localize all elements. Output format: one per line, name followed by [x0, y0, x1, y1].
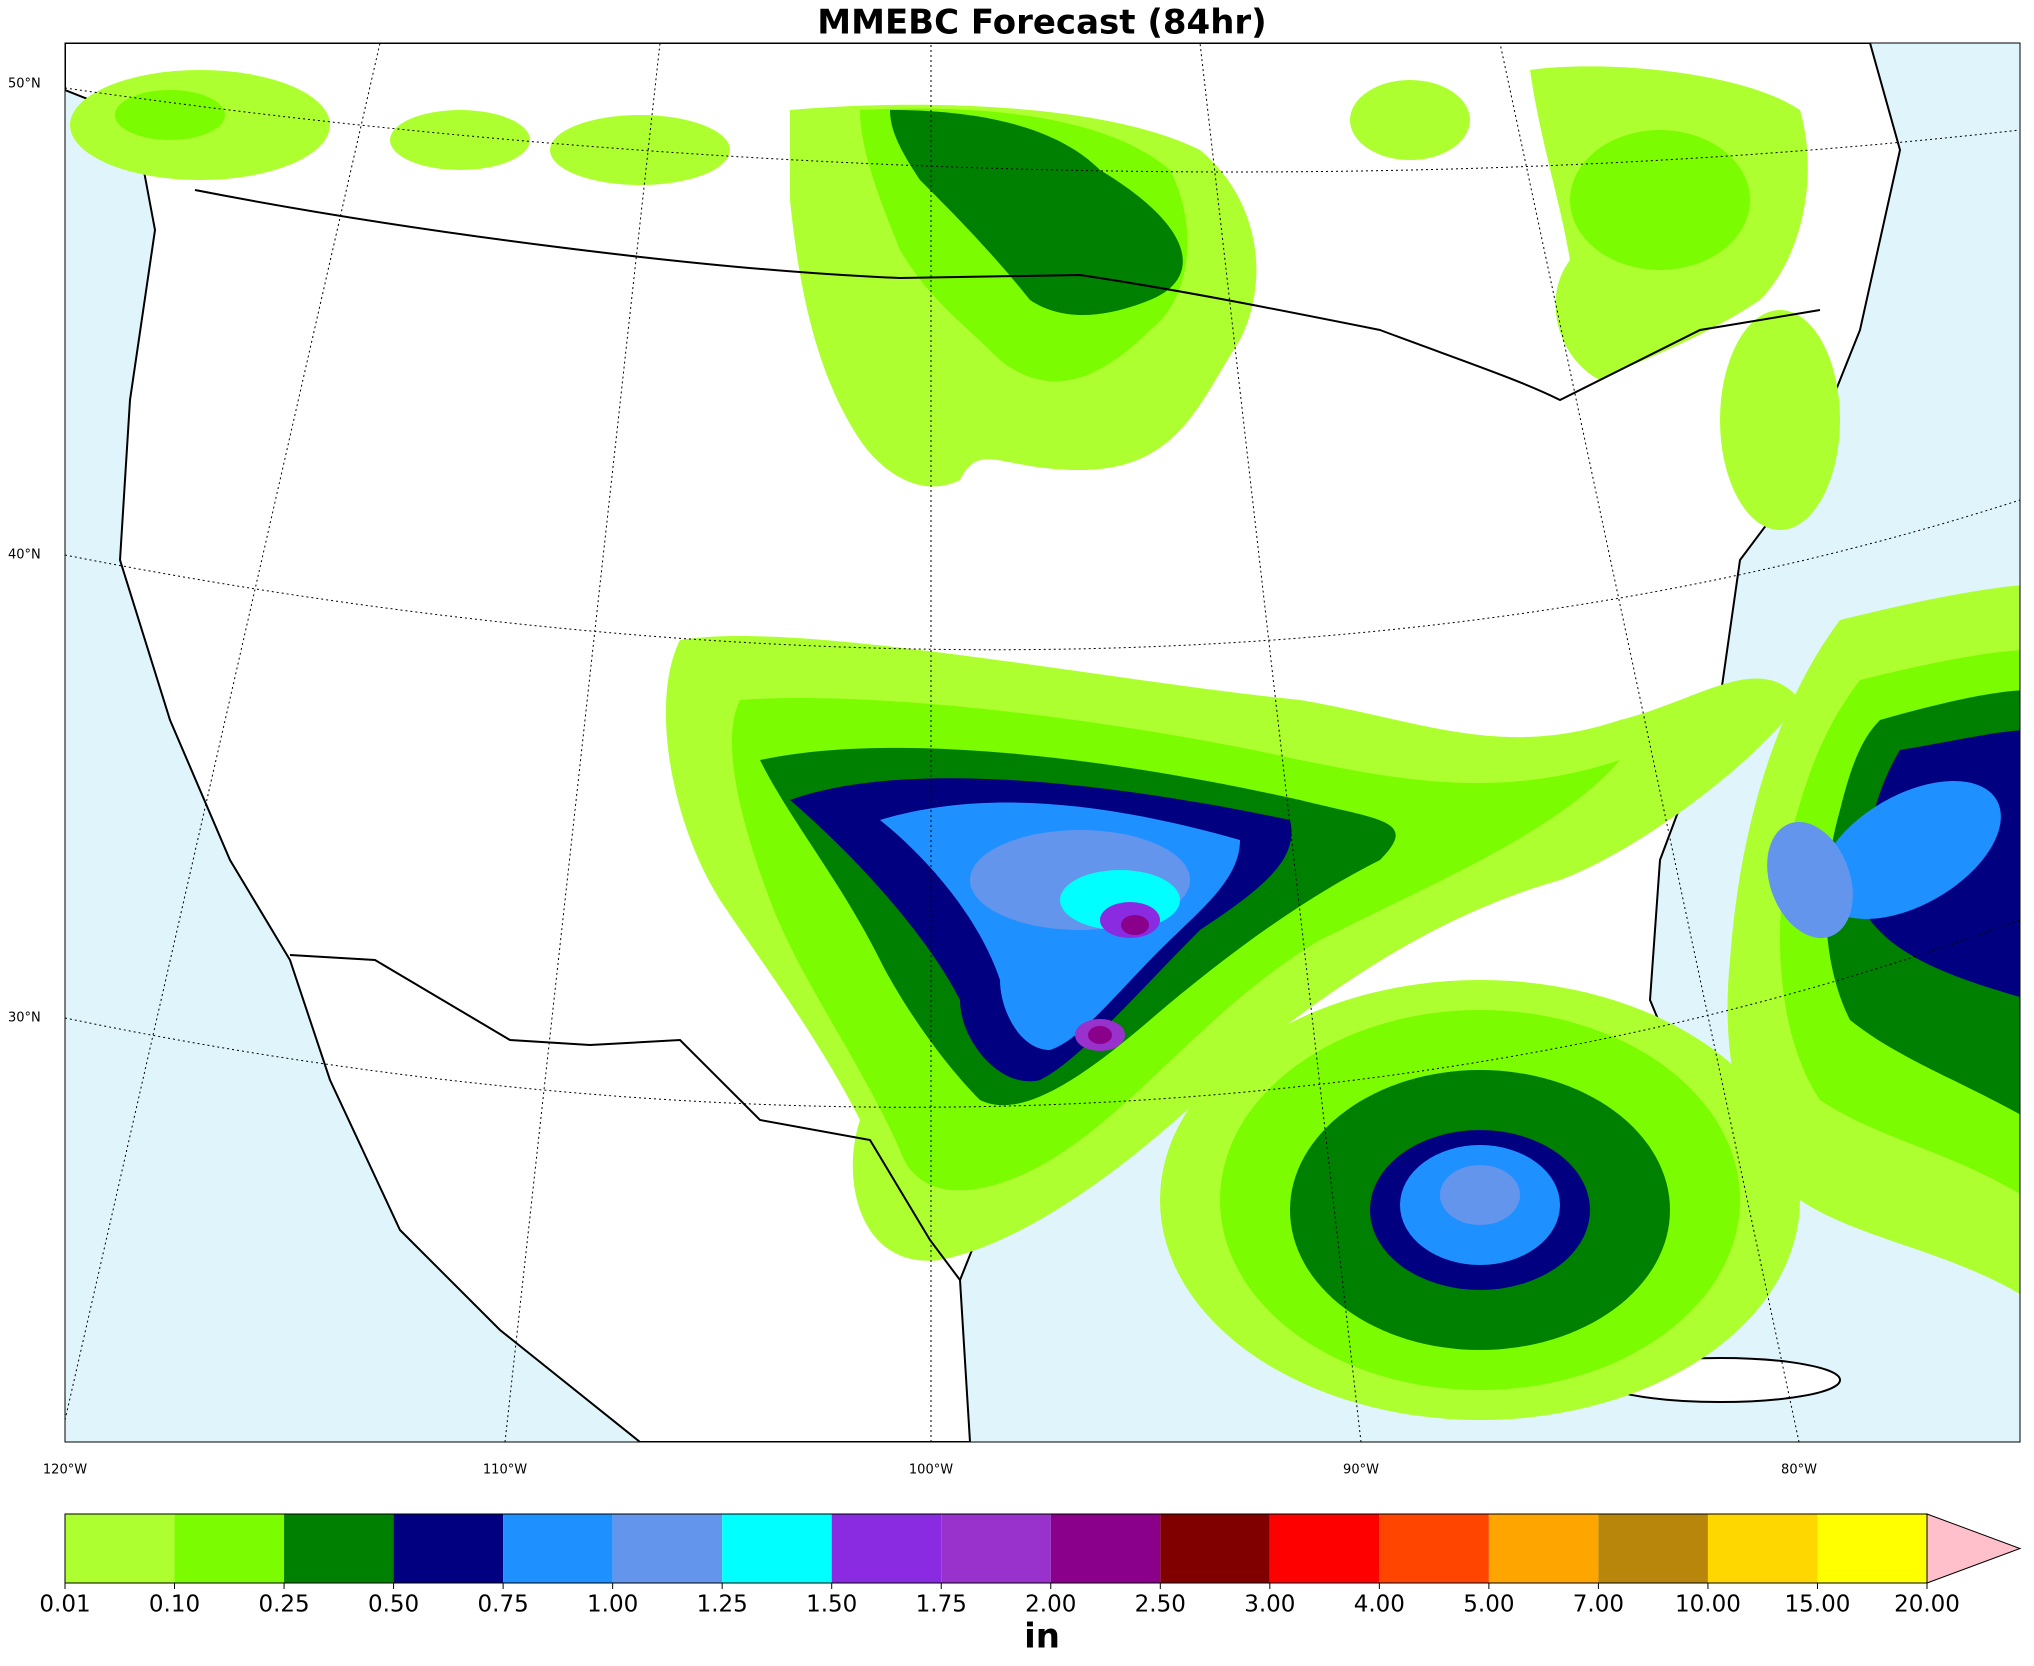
- precip-area: [1720, 310, 1840, 530]
- colorbar-tick-label: 0.10: [149, 1592, 200, 1618]
- colorbar-tick-label: 0.75: [478, 1592, 529, 1618]
- colorbar-tick-label: 3.00: [1244, 1592, 1295, 1618]
- lon-label: 110°W: [483, 1463, 527, 1478]
- lat-label: 30°N: [8, 1011, 41, 1026]
- colorbar-cell: [1488, 1514, 1599, 1583]
- map-title: MMEBC Forecast (84hr): [817, 3, 1266, 43]
- colorbar-cell: [1160, 1514, 1270, 1583]
- colorbar-cell: [941, 1514, 1051, 1583]
- precip-area: [1121, 915, 1149, 935]
- colorbar-tick-label: 1.50: [806, 1592, 857, 1618]
- colorbar: 0.01 0.10 0.25 0.50 0.75 1.00 1.25 1.50 1.75 2.00…: [39, 1513, 2022, 1618]
- colorbar-label: in: [1024, 1617, 1060, 1657]
- lat-label: 40°N: [8, 548, 41, 563]
- precip-area: [1350, 80, 1470, 160]
- colorbar-tick-label: 1.25: [697, 1592, 748, 1618]
- precip-area: [390, 110, 530, 170]
- colorbar-tick-label: 20.00: [1894, 1592, 1960, 1618]
- precipitation: [70, 66, 2020, 1420]
- colorbar-extension: [1926, 1513, 2022, 1584]
- colorbar-tick-label: 5.00: [1463, 1592, 1514, 1618]
- graticule: [65, 43, 2020, 1442]
- precip-area: [1767, 821, 1853, 939]
- precip-area: [1088, 1026, 1112, 1044]
- colorbar-tick-label: 2.00: [1025, 1592, 1076, 1618]
- colorbar-cell: [503, 1514, 613, 1583]
- colorbar-cell: [1817, 1514, 1927, 1583]
- colorbar-cell: [65, 1514, 175, 1583]
- map: [65, 43, 2020, 1442]
- colorbar-cell: [1050, 1514, 1161, 1583]
- colorbar-cell: [612, 1514, 723, 1583]
- precip-area: [890, 110, 1183, 315]
- us-mexico-border: [289, 954, 961, 1281]
- lon-label: 120°W: [43, 1463, 87, 1478]
- precip-area: [115, 90, 225, 140]
- precip-area: [1570, 130, 1750, 270]
- lon-label: 90°W: [1343, 1463, 1379, 1478]
- colorbar-tick-label: 0.25: [258, 1592, 309, 1618]
- lon-label: 80°W: [1781, 1463, 1817, 1478]
- colorbar-tick-label: 4.00: [1354, 1592, 1405, 1618]
- colorbar-tick-label: 7.00: [1573, 1592, 1624, 1618]
- colorbar-tick-label: 0.01: [39, 1592, 90, 1618]
- colorbar-cell: [174, 1514, 285, 1583]
- colorbar-cell: [284, 1514, 394, 1583]
- colorbar-cell: [1269, 1514, 1380, 1583]
- colorbar-frame: [64, 1513, 1928, 1584]
- colorbar-tick-label: 1.00: [587, 1592, 638, 1618]
- colorbar-tick-label: 0.50: [368, 1592, 419, 1618]
- colorbar-tick-label: 10.00: [1675, 1592, 1741, 1618]
- colorbar-cell: [1379, 1514, 1489, 1583]
- colorbar-tick-label: 2.50: [1135, 1592, 1186, 1618]
- precip-area: [1819, 780, 2001, 920]
- lat-label: 50°N: [8, 77, 41, 92]
- precip-area: [550, 115, 730, 185]
- colorbar-cell: [1707, 1514, 1818, 1583]
- map-frame: [64, 42, 2021, 1443]
- colorbar-cell: [831, 1514, 942, 1583]
- colorbar-cell: [722, 1514, 832, 1583]
- colorbar-cell: [393, 1514, 504, 1583]
- us-canada-border: [194, 189, 1821, 402]
- precip-area: [1440, 1165, 1520, 1225]
- colorbar-tick-label: 15.00: [1785, 1592, 1851, 1618]
- lon-label: 100°W: [909, 1463, 953, 1478]
- colorbar-cell: [1598, 1514, 1708, 1583]
- colorbar-tick-label: 1.75: [916, 1592, 967, 1618]
